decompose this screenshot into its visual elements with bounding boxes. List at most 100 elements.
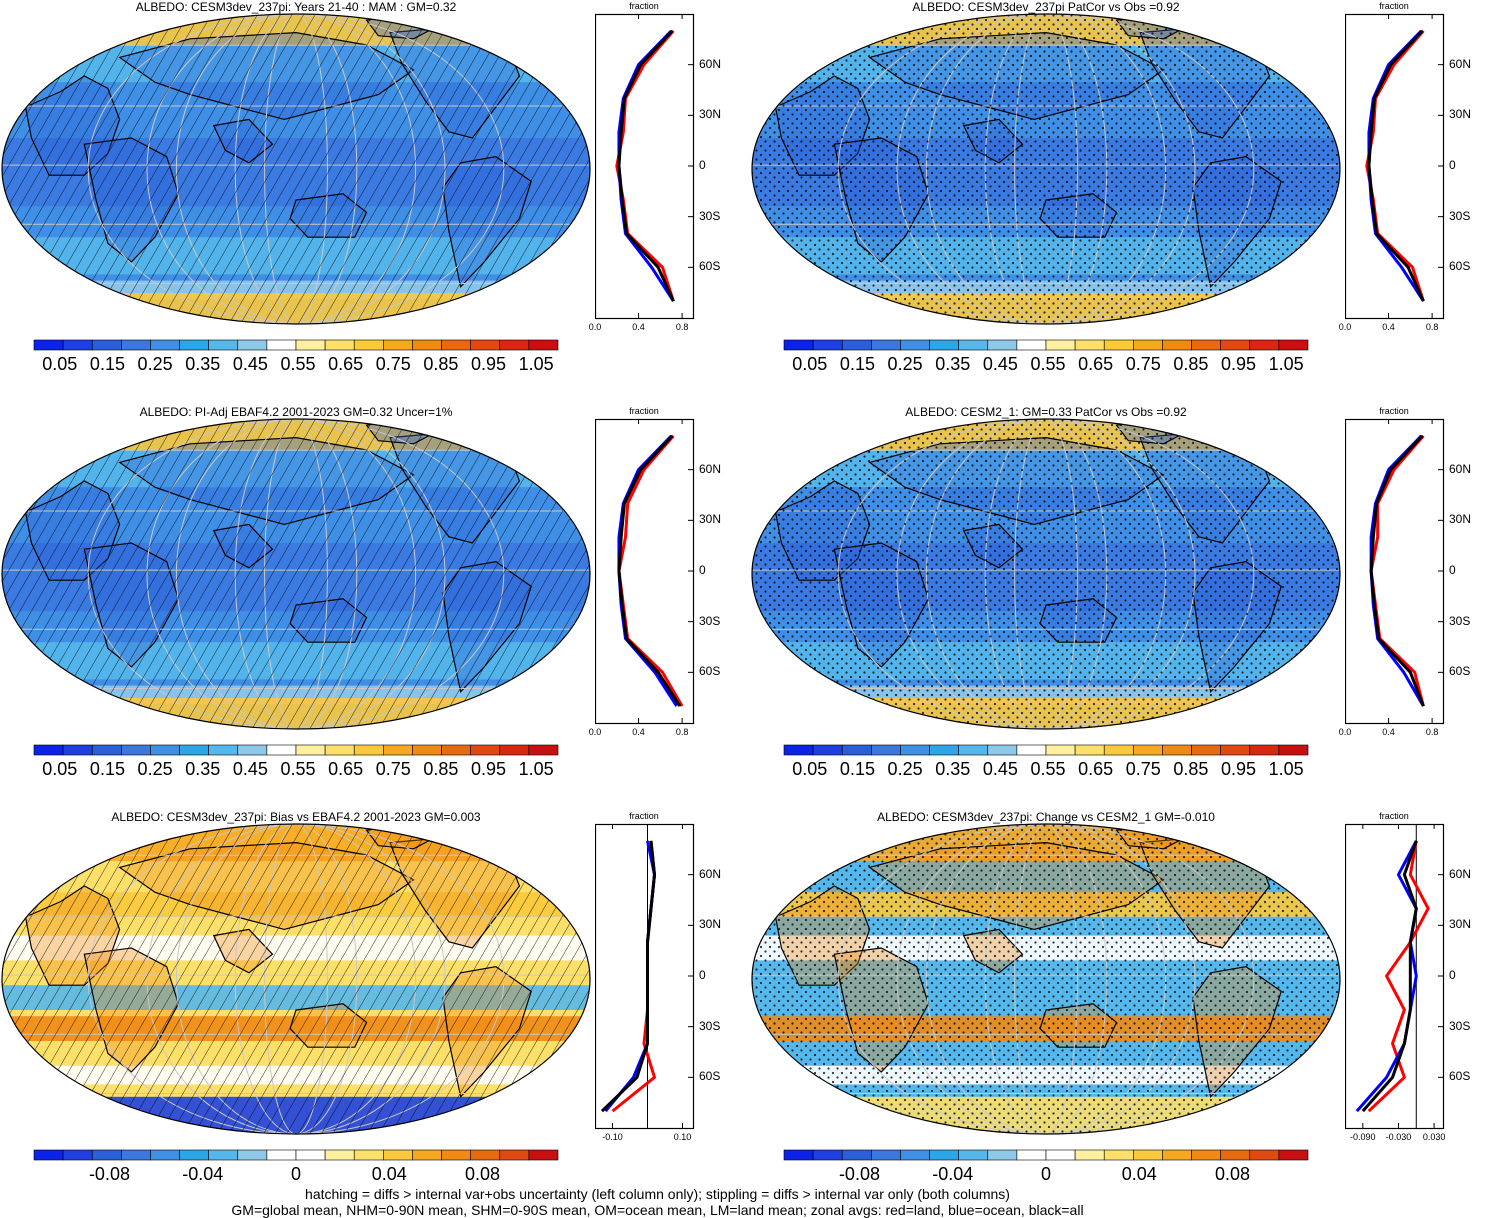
colorbar-label: 0.05 — [792, 354, 828, 374]
colorbar-swatch — [1191, 339, 1221, 351]
panel-p4: ALBEDO: CESM2_1: GM=0.33 PatCor vs Obs =… — [750, 405, 1485, 805]
zonal-x-label: 0.0 — [588, 322, 602, 332]
colorbar-label: 0.35 — [185, 354, 221, 374]
colorbar-swatch — [1162, 339, 1192, 351]
map-border — [1, 418, 591, 730]
zonal-title: fraction — [629, 811, 659, 821]
lat-label: 30N — [1449, 917, 1472, 932]
colorbar-label: 0.95 — [471, 354, 507, 374]
hatching-overlay — [2, 824, 590, 1134]
colorbar-swatch — [208, 339, 239, 351]
zonal-x-label: 0.4 — [632, 322, 645, 332]
colorbar-swatch — [412, 744, 442, 756]
zonal-x-label: 0.8 — [675, 322, 689, 332]
colorbar-swatch — [62, 339, 93, 351]
colorbar-swatch — [266, 339, 297, 351]
zonal-frame — [595, 418, 695, 725]
colorbar-label: 0 — [290, 1164, 302, 1184]
colorbar-label: 0.25 — [137, 759, 173, 779]
colorbar-swatch — [470, 744, 501, 756]
colorbar-label: 0.65 — [1078, 759, 1114, 779]
colorbar-swatch — [91, 744, 122, 756]
colorbar-label: 0.25 — [887, 354, 923, 374]
colorbar-swatch — [1133, 339, 1163, 351]
colorbar-swatch — [1103, 339, 1134, 351]
zonal-title: fraction — [1379, 811, 1409, 821]
colorbar-swatch — [812, 744, 843, 756]
colorbar-swatch — [470, 339, 501, 351]
colorbar-label: 1.05 — [1268, 759, 1304, 779]
colorbar-label: 0.05 — [792, 759, 828, 779]
colorbar-swatch — [929, 339, 959, 351]
colorbar-swatch — [1045, 339, 1076, 351]
zonal-x-label: 0.0 — [588, 727, 602, 737]
lat-label: 30S — [699, 208, 721, 223]
lat-label: 60S — [699, 1069, 721, 1084]
colorbar-label: 0.55 — [280, 759, 316, 779]
colorbar-label: 0.04 — [371, 1164, 407, 1184]
zonal-x-label: -0.10 — [602, 1132, 623, 1142]
lat-label: 0 — [699, 968, 706, 982]
map-title: ALBEDO: CESM2_1: GM=0.33 PatCor vs Obs =… — [905, 405, 1187, 419]
colorbar-swatch — [871, 1149, 901, 1161]
map — [751, 418, 1341, 756]
lat-label: 60N — [699, 56, 722, 71]
lat-label: 60N — [699, 866, 722, 881]
colorbar-swatch — [499, 744, 530, 756]
map — [751, 823, 1341, 1161]
zonal-plot — [595, 13, 695, 320]
colorbar-swatch — [441, 1149, 471, 1161]
zonal-x-label: 0.8 — [675, 727, 689, 737]
colorbar-swatch — [179, 1149, 209, 1161]
colorbar-swatch — [121, 1149, 151, 1161]
colorbar-swatch — [295, 339, 326, 351]
zonal-title: fraction — [629, 1, 659, 11]
lat-label: 30S — [1449, 208, 1471, 223]
colorbar-swatch — [871, 744, 901, 756]
colorbar-label: 0.45 — [232, 354, 268, 374]
colorbar-swatch — [1220, 744, 1251, 756]
map-title: ALBEDO: CESM3dev_237pi PatCor vs Obs =0.… — [912, 0, 1180, 14]
colorbar-swatch — [1191, 1149, 1221, 1161]
colorbar-label: 0.55 — [1030, 759, 1066, 779]
colorbar-label: 0.85 — [1173, 759, 1209, 779]
colorbar-label: 0.75 — [375, 759, 411, 779]
zonal-x-label: 0.0 — [1338, 727, 1352, 737]
colorbar-label: 0.85 — [1173, 354, 1209, 374]
map-title: ALBEDO: CESM3dev_237pi: Change vs CESM2_… — [877, 810, 1215, 824]
map-border — [1, 823, 591, 1135]
zonal-series-land — [615, 29, 675, 302]
panel-p1: ALBEDO: CESM3dev_237pi: Years 21-40 : MA… — [0, 0, 740, 400]
colorbar-label: 0.15 — [89, 759, 125, 779]
lat-label: 30S — [1449, 1018, 1471, 1033]
colorbar-swatch — [150, 744, 180, 756]
zonal-series-ocean — [1367, 29, 1425, 302]
zonal-frame — [1345, 13, 1445, 320]
map — [1, 13, 591, 351]
zonal-series-all — [600, 840, 656, 1113]
colorbar-swatch — [1249, 1149, 1280, 1161]
colorbar-swatch — [179, 339, 209, 351]
colorbar-swatch — [412, 339, 442, 351]
lat-label: 30N — [699, 512, 722, 527]
colorbar-swatch — [528, 1149, 559, 1161]
footer-line-1: hatching = diffs > internal var+obs unce… — [305, 1186, 1010, 1202]
zonal-x-label: 0.4 — [632, 727, 645, 737]
colorbar-swatch — [441, 339, 471, 351]
zonal-plot — [595, 823, 695, 1130]
colorbar-swatch — [266, 744, 297, 756]
colorbar-swatch — [33, 339, 64, 351]
zonal-plot — [1345, 418, 1445, 725]
colorbar-label: 0.45 — [232, 759, 268, 779]
zonal-series-all — [617, 434, 682, 707]
footer-line-2: GM=global mean, NHM=0-90N mean, SHM=0-90… — [231, 1202, 1084, 1218]
colorbar-swatch — [353, 339, 384, 351]
lat-label: 30S — [699, 1018, 721, 1033]
colorbar-swatch — [150, 339, 180, 351]
zonal-frame — [595, 823, 695, 1130]
zonal-title: fraction — [629, 406, 659, 416]
colorbar-swatch — [208, 744, 239, 756]
colorbar-swatch — [871, 339, 901, 351]
colorbar-swatch — [1074, 1149, 1105, 1161]
zonal-plot — [595, 418, 695, 725]
